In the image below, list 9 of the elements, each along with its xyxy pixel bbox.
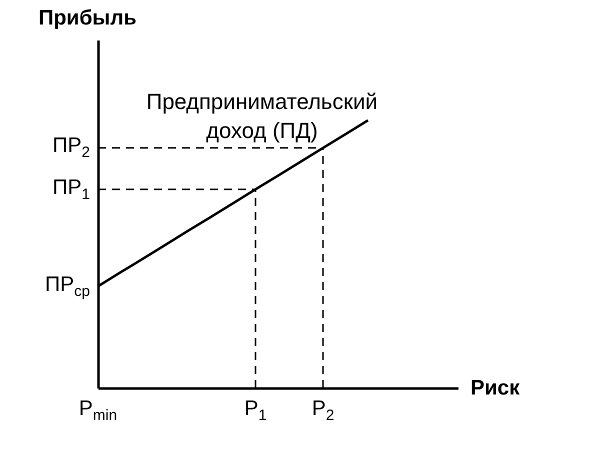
x-tick-label: P$_{1}$ [244, 397, 267, 424]
annotation: ПР$_{1}$ [52, 176, 90, 203]
annotation: ПР$_{ср}$ [45, 272, 90, 300]
annotation: ПР$_{2}$ [52, 134, 90, 162]
annotation: Предпринимательский доход (ПД) [145, 88, 379, 145]
x-axis-title: Риск [470, 376, 520, 400]
x-tick-label: P$_{2}$ [312, 397, 334, 424]
x-tick-label: P$_{min}$ [78, 397, 118, 424]
y-axis-title: Прибыль [38, 6, 137, 30]
